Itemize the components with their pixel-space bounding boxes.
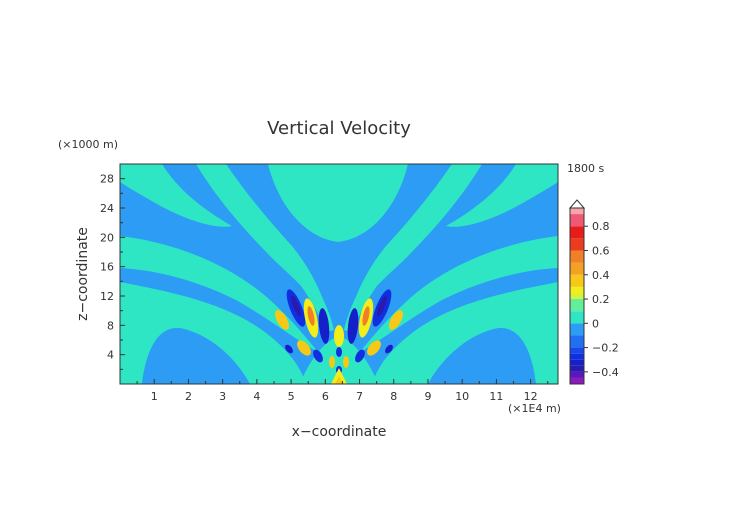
- colorbar-swatch: [570, 274, 584, 287]
- y-tick-label: 24: [100, 202, 114, 215]
- negative-cell: [285, 344, 293, 354]
- positive-cell: [389, 310, 403, 330]
- colorbar-swatch: [570, 335, 584, 348]
- fan-band-left-outer: [120, 236, 318, 352]
- y-tick-label: 4: [107, 349, 114, 362]
- colorbar-swatch: [570, 347, 584, 354]
- positive-cell-core: [335, 376, 343, 384]
- colorbar-tick-label: 0.4: [592, 269, 610, 282]
- y-axis: 4 8 12 16 20 24 28: [100, 173, 125, 370]
- colorbar-swatch: [570, 371, 584, 378]
- fan-band-right-mid: [348, 164, 482, 320]
- x-tick-label: 12: [524, 390, 538, 403]
- colorbar-swatch: [570, 262, 584, 275]
- colorbar-swatch: [570, 286, 584, 293]
- colorbar-swatch: [570, 292, 584, 300]
- colorbar-tick-label: −0.2: [592, 342, 619, 355]
- negative-cell: [347, 308, 359, 344]
- y-tick-label: 20: [100, 231, 114, 244]
- x-tick-label: 4: [253, 390, 260, 403]
- colorbar-tick-label: 0.8: [592, 220, 610, 233]
- colorbar-swatch: [570, 353, 584, 360]
- positive-cell-core: [362, 306, 370, 326]
- colorbar-tick-label: 0.2: [592, 293, 610, 306]
- fan-band-right-outer: [360, 236, 558, 352]
- y-tick-label: 12: [100, 290, 114, 303]
- colorbar-swatch: [570, 299, 584, 312]
- upper-central-dome: [268, 164, 408, 242]
- x-axis-title: x−coordinate: [292, 424, 387, 440]
- y-unit-label: (×1000 m): [58, 138, 118, 151]
- x-tick-label: 8: [390, 390, 397, 403]
- colorbar-swatch: [570, 226, 584, 239]
- negative-cell-core: [291, 295, 301, 317]
- negative-cell-core: [377, 295, 387, 317]
- colorbar: 0.8 0.6 0.4 0.2 0 −0.2 −0.4: [568, 199, 619, 385]
- central-low-fan: [300, 336, 378, 384]
- colorbar-swatch: [570, 250, 584, 263]
- colorbar-swatch: [570, 365, 584, 372]
- positive-cell: [297, 340, 311, 356]
- x-tick-label: 3: [219, 390, 226, 403]
- y-tick-label: 8: [107, 319, 114, 332]
- colorbar-extend-arrow: [568, 199, 586, 209]
- x-tick-label: 9: [424, 390, 431, 403]
- x-tick-label: 7: [356, 390, 363, 403]
- colorbar-swatch: [570, 311, 584, 324]
- top-right-band: [446, 164, 558, 227]
- chart-title: Vertical Velocity: [267, 118, 411, 139]
- contour-field: [120, 164, 558, 384]
- x-tick-label: 6: [322, 390, 329, 403]
- negative-cell: [385, 344, 393, 354]
- colorbar-swatch: [570, 214, 584, 227]
- x-tick-label: 2: [185, 390, 192, 403]
- y-axis-title: z−coordinate: [75, 227, 91, 321]
- time-label: 1800 s: [567, 162, 604, 175]
- colorbar-swatch: [570, 323, 584, 336]
- negative-cell: [313, 349, 323, 363]
- positive-cell: [329, 356, 335, 368]
- x-tick-label: 10: [455, 390, 469, 403]
- plot-frame: [119, 163, 559, 385]
- positive-cell: [334, 325, 344, 347]
- negative-cell: [318, 308, 330, 344]
- colorbar-swatch: [570, 238, 584, 251]
- colorbar-tick-label: 0.6: [592, 244, 610, 257]
- colorbar-swatch: [570, 208, 584, 215]
- negative-cell: [355, 349, 365, 363]
- y-tick-label: 28: [100, 173, 114, 186]
- x-axis: 1 2 3 4 5 6 7 8 9 10 11 12: [136, 379, 549, 403]
- top-left-band: [120, 164, 232, 227]
- y-tick-label: 16: [100, 261, 114, 274]
- colorbar-swatch: [570, 359, 584, 366]
- x-tick-label: 11: [489, 390, 503, 403]
- x-unit-label: (×1E4 m): [508, 402, 561, 415]
- colorbar-tick-label: 0: [592, 317, 599, 330]
- fan-band-left-mid: [196, 164, 330, 320]
- positive-cell: [367, 340, 381, 356]
- positive-cell-core: [307, 306, 315, 326]
- colorbar-swatch: [570, 377, 584, 384]
- bottom-right-lobe: [372, 282, 558, 384]
- x-tick-label: 5: [288, 390, 295, 403]
- negative-cell: [336, 347, 342, 357]
- positive-cell: [275, 310, 289, 330]
- colorbar-tick-label: −0.4: [592, 366, 619, 379]
- x-tick-label: 1: [151, 390, 158, 403]
- bottom-left-lobe: [120, 282, 306, 384]
- positive-cell: [343, 356, 349, 368]
- colorbar-frame: [569, 207, 585, 385]
